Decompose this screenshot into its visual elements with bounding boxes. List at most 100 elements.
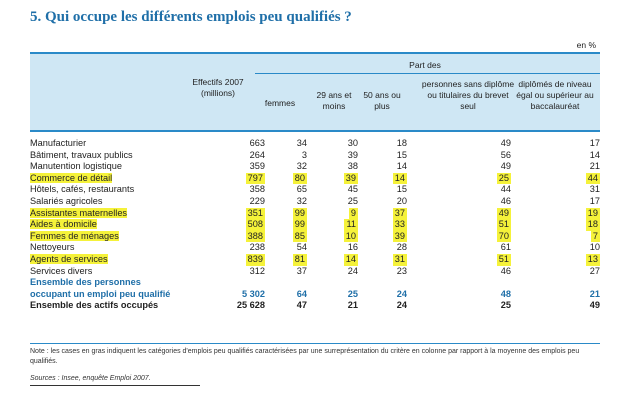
cell-text: 39 — [347, 149, 358, 160]
cell-value: 19 — [511, 207, 600, 220]
header-col-femmes: femmes — [264, 98, 296, 108]
header-part-des: Part des — [409, 60, 441, 70]
cell-text: 24 — [396, 300, 407, 311]
header-top-rule — [30, 52, 600, 54]
cell-value: 32 — [265, 196, 307, 208]
table-row: Assistantes maternelles 351 99 9 37 49 19 — [30, 207, 600, 220]
table-row: Manufacturier 663 34 30 18 49 17 — [30, 138, 600, 150]
cell-value: 10 — [511, 242, 600, 254]
cell-text: 25 — [496, 172, 511, 185]
row-label: Manufacturier — [30, 138, 190, 150]
cell-text: 38 — [347, 161, 358, 172]
cell-value: 16 — [307, 242, 358, 254]
cell-value: 49 — [407, 207, 511, 220]
cell-effectifs: 229 — [190, 196, 265, 208]
cell-text: 14 — [396, 161, 407, 172]
cell-value: 37 — [358, 207, 407, 220]
cell-text: 54 — [296, 242, 307, 253]
cell-text: 24 — [347, 265, 358, 276]
cell-value: 18 — [511, 219, 600, 231]
total-row-label: Ensemble des personnes — [30, 277, 600, 289]
cell-text: 49 — [496, 207, 511, 220]
total-row-actifs: Ensemble des actifs occupés 25 628 47 21 24 2… — [30, 300, 600, 312]
row-label: Salariés agricoles — [30, 196, 190, 208]
cell-effectifs: 359 — [190, 161, 265, 173]
cell-text: 388 — [245, 230, 265, 243]
cell-text: 48 — [500, 288, 511, 299]
cell-text: 15 — [396, 184, 407, 195]
cell-value: 70 — [407, 230, 511, 243]
cell-text: 33 — [392, 219, 407, 231]
cell-value: 44 — [407, 184, 511, 196]
row-label: Services divers — [30, 266, 190, 278]
cell-value: 39 — [358, 230, 407, 243]
cell-value: 48 — [407, 289, 511, 301]
cell-text: 839 — [245, 253, 265, 266]
header-sub-rule — [255, 73, 600, 74]
cell-value: 24 — [358, 289, 407, 301]
row-label-text: occupant un emploi peu qualifié — [30, 288, 171, 299]
cell-effectifs: 264 — [190, 150, 265, 162]
cell-value: 25 — [307, 196, 358, 208]
row-label-text: Commerce de détail — [30, 172, 113, 183]
row-label-text: Femmes de ménages — [30, 230, 119, 241]
cell-value: 51 — [407, 219, 511, 231]
cell-value: 51 — [407, 253, 511, 266]
cell-value: 32 — [265, 161, 307, 173]
table-row: Nettoyeurs 238 54 16 28 61 10 — [30, 242, 600, 254]
unit-label: en % — [576, 40, 596, 50]
cell-text: 3 — [301, 149, 307, 160]
cell-value: 11 — [307, 219, 358, 231]
cell-value: 14 — [511, 150, 600, 162]
cell-value: 27 — [511, 266, 600, 278]
cell-text: 17 — [589, 195, 600, 206]
cell-effectifs: 25 628 — [190, 300, 265, 312]
cell-effectifs: 351 — [190, 207, 265, 220]
cell-value: 49 — [407, 161, 511, 173]
cell-text: 5 302 — [242, 288, 265, 299]
cell-effectifs: 797 — [190, 172, 265, 185]
cell-value: 21 — [307, 300, 358, 312]
cell-value: 14 — [358, 161, 407, 173]
header-col-sans-diplome: personnes sans diplôme ou titulaires du … — [421, 79, 515, 111]
cell-value: 13 — [511, 253, 600, 266]
cell-value: 31 — [511, 184, 600, 196]
cell-value: 24 — [307, 266, 358, 278]
cell-text: 47 — [296, 300, 307, 311]
cell-text: 351 — [245, 207, 265, 220]
cell-text: 25 — [500, 300, 511, 311]
cell-text: 61 — [500, 242, 511, 253]
cell-text: 25 — [347, 195, 358, 206]
cell-value: 99 — [265, 219, 307, 231]
cell-value: 31 — [358, 253, 407, 266]
cell-text: 14 — [589, 149, 600, 160]
cell-text: 56 — [500, 149, 511, 160]
table-row: Salariés agricoles 229 32 25 20 46 17 — [30, 196, 600, 208]
cell-value: 15 — [358, 184, 407, 196]
cell-text: 80 — [292, 172, 307, 185]
cell-text: 24 — [396, 288, 407, 299]
cell-value: 33 — [358, 219, 407, 231]
cell-text: 44 — [585, 172, 600, 185]
row-label-text: Salariés agricoles — [30, 195, 103, 206]
cell-text: 46 — [500, 265, 511, 276]
cell-text: 9 — [348, 207, 358, 220]
row-label-text: Assistantes maternelles — [30, 207, 128, 218]
cell-value: 34 — [265, 138, 307, 150]
header-bottom-rule — [30, 130, 600, 132]
cell-text: 10 — [343, 230, 358, 243]
cell-value: 46 — [407, 266, 511, 278]
source-underline — [30, 385, 200, 386]
cell-text: 21 — [347, 300, 358, 311]
cell-value: 65 — [265, 184, 307, 196]
header-effectifs: Effectifs 2007 (millions) — [192, 77, 244, 98]
cell-text: 23 — [396, 265, 407, 276]
row-label-text: Bâtiment, travaux publics — [30, 149, 133, 160]
cell-value: 37 — [265, 266, 307, 278]
cell-value: 18 — [358, 138, 407, 150]
cell-text: 25 628 — [236, 300, 265, 311]
cell-value: 49 — [407, 138, 511, 150]
row-label: Ensemble des actifs occupés — [30, 300, 190, 312]
cell-text: 99 — [292, 207, 307, 220]
cell-text: 99 — [292, 219, 307, 231]
